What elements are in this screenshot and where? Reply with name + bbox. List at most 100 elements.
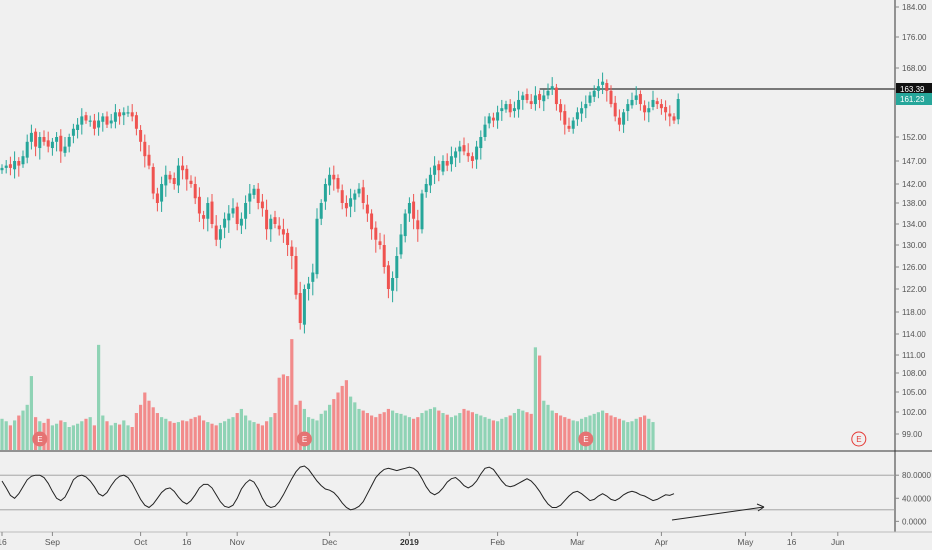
volume-bar <box>206 422 210 450</box>
volume-bar <box>428 408 432 450</box>
candle-body <box>4 165 8 168</box>
volume-bar <box>244 415 248 450</box>
volume-bar <box>155 413 159 450</box>
volume-bar <box>256 423 260 450</box>
volume-bar <box>529 413 533 450</box>
volume-bar <box>538 355 542 450</box>
candle-body <box>575 112 579 120</box>
volume-bar <box>4 421 8 450</box>
volume-bar <box>634 418 638 450</box>
candle-body <box>378 241 382 245</box>
volume-bar <box>122 420 126 450</box>
candle-body <box>328 174 332 186</box>
volume-bar <box>172 422 176 450</box>
volume-bar <box>563 417 567 450</box>
candle-body <box>538 94 542 100</box>
volume-bar <box>88 417 92 450</box>
volume-bar <box>370 415 374 450</box>
candle-body <box>143 141 147 157</box>
volume-bar <box>269 417 273 450</box>
volume-bar <box>25 404 29 450</box>
candle-body <box>361 187 365 203</box>
earnings-circle <box>851 431 867 447</box>
volume-bar <box>252 422 256 450</box>
candle-body <box>664 106 668 113</box>
stochastic-tick-label: 40.0000 <box>902 494 931 503</box>
time-tick-label: Dec <box>322 537 338 547</box>
volume-bar <box>21 410 25 450</box>
candle-body <box>475 146 479 160</box>
volume-bar <box>626 422 630 450</box>
candle-body <box>307 283 311 289</box>
candle-body <box>273 217 277 224</box>
candle-body <box>151 166 155 194</box>
volume-bar <box>50 425 54 450</box>
candle-body <box>458 146 462 152</box>
candle-body <box>391 278 395 291</box>
candle-body <box>155 193 159 203</box>
stochastic-pane[interactable] <box>0 465 895 521</box>
candle-body <box>449 156 453 165</box>
volume-bar <box>542 400 546 450</box>
price-tick-label: 111.00 <box>902 351 926 360</box>
candle-body <box>46 140 50 147</box>
earnings-label: E <box>856 435 861 444</box>
stochastic-axis[interactable]: 80.0000 40.0000 0.0000 <box>895 471 931 526</box>
candle-body <box>483 124 487 137</box>
time-tick-label: 16 <box>0 537 7 547</box>
candle-body <box>244 203 248 219</box>
volume-bar <box>63 422 67 450</box>
volume-bar <box>336 392 340 450</box>
candle-body <box>109 120 113 124</box>
volume-bar <box>395 413 399 450</box>
volume-bar <box>101 415 105 450</box>
volume-bar <box>391 410 395 450</box>
volume-bar <box>357 408 361 450</box>
candle-body <box>202 215 206 219</box>
time-axis[interactable]: 16 Sep Oct 16 Nov Dec 2019 Feb Mar Apr May 16 Jun <box>0 532 845 547</box>
volume-bar <box>273 413 277 450</box>
candle-body <box>256 188 260 203</box>
candle-body <box>25 141 29 158</box>
volume-bar <box>8 425 12 450</box>
volume-bar <box>592 413 596 450</box>
candle-body <box>59 135 63 152</box>
candle-body <box>185 168 189 180</box>
price-tick-label: 142.00 <box>902 180 927 189</box>
candle-body <box>21 156 25 165</box>
candle-body <box>168 174 172 180</box>
candle-body <box>206 203 210 219</box>
candle-body <box>412 201 416 219</box>
candle-body <box>588 95 592 103</box>
volume-bar <box>554 413 558 450</box>
price-tick-label: 114.00 <box>902 330 926 339</box>
volume-bar <box>319 413 323 450</box>
candle-body <box>353 193 357 200</box>
volume-bar <box>475 413 479 450</box>
time-tick-label: Sep <box>45 537 60 547</box>
volume-bar <box>67 427 71 450</box>
candle-body <box>302 289 306 325</box>
volume-bar <box>458 413 462 450</box>
candle-body <box>118 112 122 117</box>
candle-body <box>668 113 672 117</box>
candle-body <box>218 229 222 240</box>
candle-body <box>71 128 75 136</box>
candle-body <box>88 120 92 122</box>
candle-body <box>76 124 80 131</box>
candle-body <box>517 99 521 110</box>
candle-body <box>235 206 239 224</box>
earnings-circle <box>296 431 312 447</box>
price-tick-label: 147.00 <box>902 157 927 166</box>
candle-body <box>462 145 466 152</box>
candle-body <box>281 229 285 235</box>
time-tick-label: Oct <box>134 537 148 547</box>
volume-bar <box>550 410 554 450</box>
volume-bar <box>483 417 487 450</box>
candle-body <box>441 161 445 172</box>
candle-body <box>101 116 105 122</box>
